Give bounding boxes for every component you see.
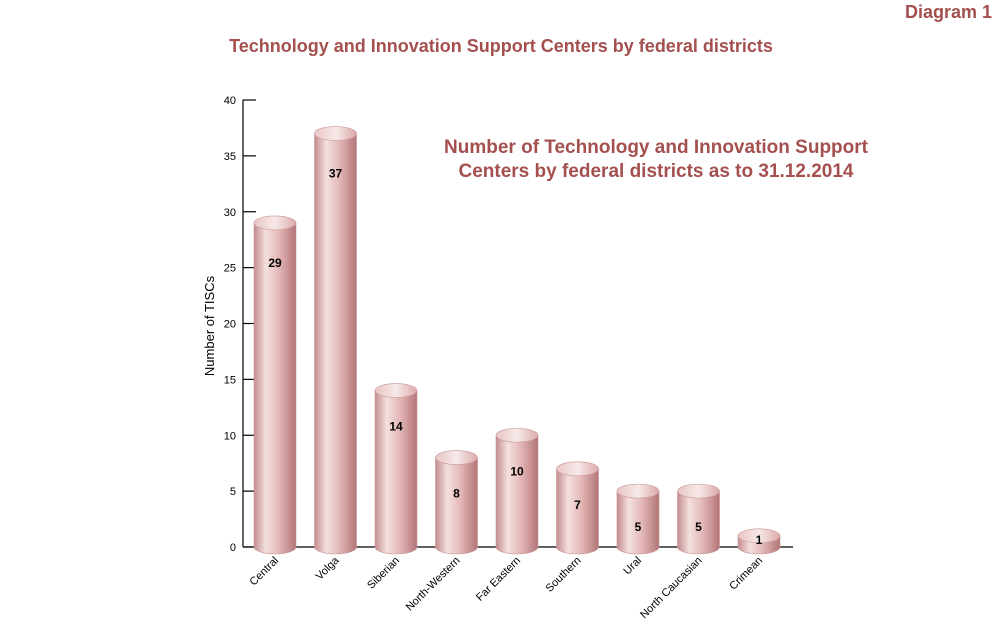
data-label: 37 — [329, 167, 343, 181]
bar — [374, 390, 418, 555]
x-tick-label: Central — [248, 555, 282, 589]
page-title: Technology and Innovation Support Center… — [229, 36, 773, 56]
bar-top — [737, 528, 781, 544]
data-label: 29 — [268, 256, 282, 270]
y-tick-label: 20 — [224, 319, 236, 331]
bar-top — [677, 483, 720, 499]
y-axis-label: Number of TISCs — [202, 275, 217, 376]
data-label: 14 — [389, 420, 403, 434]
data-label: 7 — [574, 498, 581, 512]
y-tick-label: 25 — [224, 263, 236, 275]
bar — [616, 490, 660, 555]
x-tick-label: North Caucasian — [638, 555, 704, 621]
bar-top — [616, 483, 660, 499]
bar — [556, 468, 599, 555]
x-tick-label: Southern — [544, 555, 584, 595]
chart-title: Number of Technology and Innovation Supp… — [444, 137, 868, 182]
y-tick-label: 15 — [224, 374, 236, 386]
y-tick-label: 30 — [224, 207, 236, 219]
x-tick-label: Volga — [314, 554, 343, 583]
bar-top — [495, 427, 539, 443]
bar-top — [253, 215, 297, 231]
bar-top — [314, 126, 357, 141]
bar — [677, 490, 720, 555]
bar — [495, 434, 539, 555]
data-label: 8 — [453, 487, 460, 501]
x-tick-label: North-Western — [404, 555, 463, 614]
data-label: 5 — [635, 520, 642, 534]
y-tick-label: 35 — [224, 151, 236, 163]
y-tick-label: 40 — [224, 95, 236, 107]
y-tick-label: 10 — [224, 430, 236, 442]
x-tick-label: Crimean — [727, 555, 765, 593]
bar-top — [435, 450, 478, 465]
bar — [314, 133, 357, 555]
data-label: 5 — [695, 520, 702, 534]
x-tick-label: Siberian — [365, 555, 402, 592]
y-tick-label: 5 — [230, 486, 236, 498]
data-label: 10 — [510, 464, 524, 478]
data-label: 1 — [756, 533, 763, 547]
x-tick-label: Ural — [621, 555, 644, 578]
diagram-number: Diagram 1 — [904, 2, 992, 22]
bar-top — [556, 461, 599, 477]
x-tick-label: Far Eastern — [474, 555, 523, 604]
bar-top — [374, 383, 418, 398]
bar — [253, 222, 297, 555]
bar — [435, 457, 478, 555]
y-tick-label: 0 — [230, 542, 236, 554]
chart-bars: 29 Central 37 Volga 14 Siberian 8 North-Western… — [248, 126, 781, 621]
